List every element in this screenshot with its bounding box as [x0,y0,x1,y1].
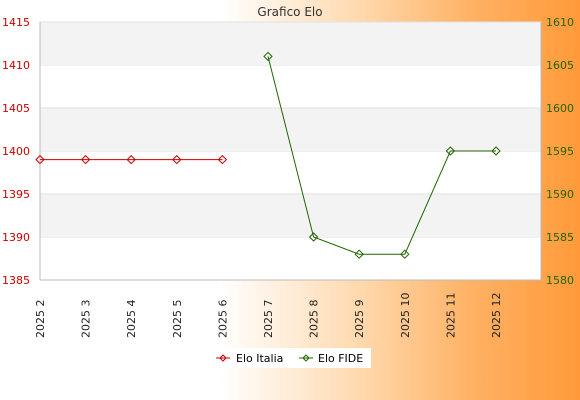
grid-band [40,194,541,237]
y-left-tick-label: 1390 [2,231,30,244]
chart-title: Grafico Elo [257,5,322,19]
x-tick-label: 2025 12 [490,293,503,339]
data-point-elo-fide [308,232,319,242]
data-point-elo-italia [172,154,182,165]
data-point-elo-italia [217,154,228,165]
legend-label-elo-fide: Elo FIDE [318,352,363,365]
data-point-elo-italia [80,154,91,165]
data-point-elo-fide [263,51,273,62]
legend-label-elo-italia: Elo Italia [236,352,283,365]
y-left-tick-label: 1400 [2,145,30,158]
y-left-tick-label: 1415 [2,16,30,29]
series-line-elo-fide [267,56,496,255]
y-right-tick-label: 1595 [546,145,574,158]
data-point-elo-fide [445,146,456,156]
x-tick-label: 2025 3 [80,300,93,339]
y-right-tick-label: 1585 [546,231,574,244]
y-left-tick-label: 1385 [2,274,30,287]
x-tick-label: 2025 11 [444,293,457,339]
x-tick-label: 2025 2 [34,300,47,339]
x-tick-label: 2025 5 [171,300,184,339]
legend-marker-elo-italia [219,354,227,362]
y-left-tick-label: 1410 [2,59,30,72]
y-right-tick-label: 1600 [546,102,574,115]
data-point-elo-italia [35,154,45,165]
x-tick-label: 2025 4 [125,300,138,339]
grid-band [40,22,541,65]
x-tick-label: 2025 7 [262,300,275,339]
y-left-tick-label: 1395 [2,188,30,201]
data-point-elo-fide [400,249,410,259]
chart-legend: Elo Italia Elo FIDE [211,348,371,368]
x-tick-label: 2025 9 [353,300,366,339]
legend-marker-elo-fide [302,354,310,362]
x-tick-label: 2025 8 [308,300,321,339]
data-point-elo-italia [126,154,136,165]
x-tick-label: 2025 10 [399,293,412,339]
y-right-tick-label: 1610 [546,16,574,29]
data-point-elo-fide [354,249,364,259]
legend-box [211,348,371,368]
y-right-tick-label: 1580 [546,274,574,287]
data-point-elo-fide [491,146,501,156]
y-right-tick-label: 1605 [546,59,574,72]
x-tick-label: 2025 6 [216,300,229,339]
y-left-tick-label: 1405 [2,102,30,115]
y-right-tick-label: 1590 [546,188,574,201]
